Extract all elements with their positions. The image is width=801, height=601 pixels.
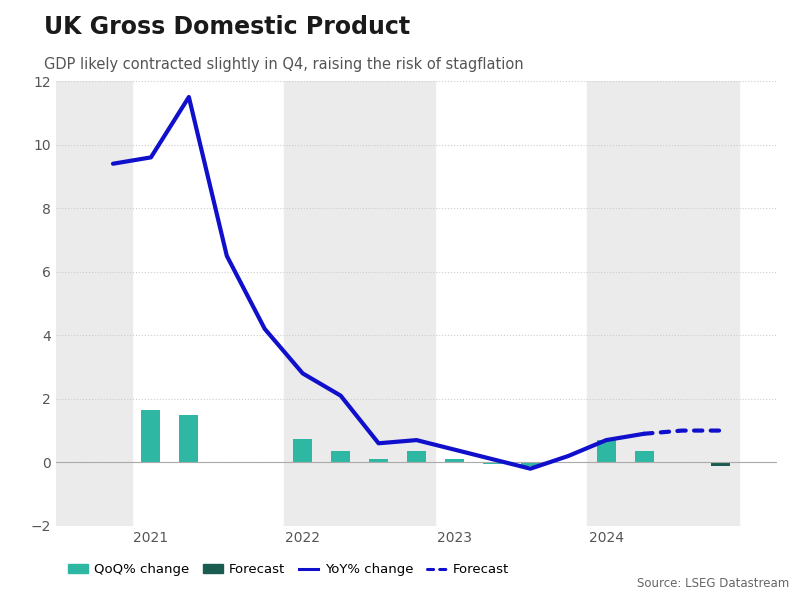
Bar (142, 410, 160, 462)
Bar (710, 462, 730, 466)
Text: Source: LSEG Datastream: Source: LSEG Datastream (637, 577, 789, 590)
Text: UK Gross Domestic Product: UK Gross Domestic Product (44, 15, 410, 39)
Bar (597, 440, 616, 462)
Legend: QoQ% change, Forecast, YoY% change, Forecast: QoQ% change, Forecast, YoY% change, Fore… (62, 558, 514, 582)
Bar (179, 415, 199, 462)
Bar (293, 439, 312, 462)
Bar (634, 451, 654, 462)
Bar (284, 81, 436, 526)
Bar (521, 462, 540, 466)
Bar (56, 81, 132, 526)
Bar (407, 451, 426, 462)
Bar (483, 462, 502, 464)
Bar (445, 459, 464, 462)
Bar (331, 451, 350, 462)
Bar (587, 81, 739, 526)
Bar (369, 459, 388, 462)
Text: GDP likely contracted slightly in Q4, raising the risk of stagflation: GDP likely contracted slightly in Q4, ra… (44, 57, 524, 72)
